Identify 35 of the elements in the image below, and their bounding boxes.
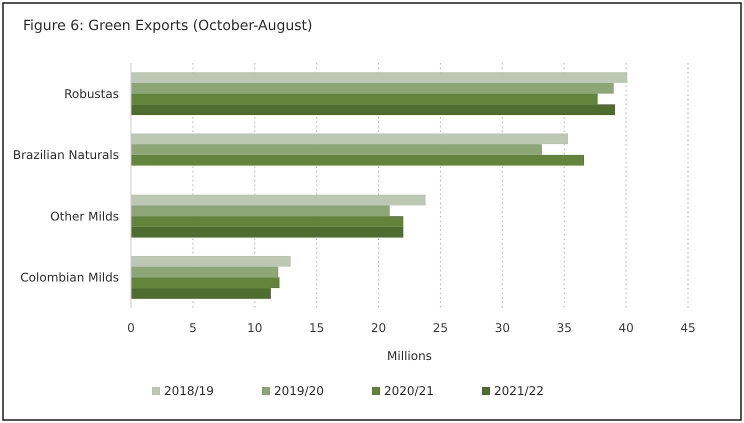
x-tick-label: 0 [127,321,135,335]
y-tick-label: Brazilian Naturals [12,148,119,162]
legend-label: 2018/19 [164,384,214,398]
bar [131,144,542,155]
x-tick-label: 45 [680,321,696,335]
bar [131,72,628,83]
bar [131,194,426,206]
bar [131,104,615,116]
bar [131,205,390,216]
x-tick-label: 20 [370,321,386,335]
bar [131,82,614,94]
chart-title: Figure 6: Green Exports (October-August) [23,18,312,34]
legend-label: 2021/22 [494,384,544,398]
x-axis-title: Millions [387,349,432,363]
x-tick-label: 10 [247,321,262,335]
y-tick-label: Colombian Milds [20,270,119,285]
bar [131,266,278,278]
legend-label: 2019/20 [274,384,324,398]
bar [131,226,404,238]
bar [131,288,271,299]
x-tick-label: 40 [618,321,634,335]
bar [131,94,598,104]
x-tick-label: 25 [432,321,448,335]
bar [131,133,568,144]
x-tick-label: 15 [309,321,324,335]
y-tick-label: Robustas [64,86,119,101]
y-tick-label: Other Milds [50,209,119,224]
bar [131,216,404,227]
x-tick-label: 30 [494,321,510,335]
bar [131,256,291,267]
bar [131,154,584,166]
x-tick-label: 35 [556,321,572,335]
legend-label: 2020/21 [384,384,434,398]
x-tick-label: 5 [189,321,197,335]
bar [131,277,280,288]
